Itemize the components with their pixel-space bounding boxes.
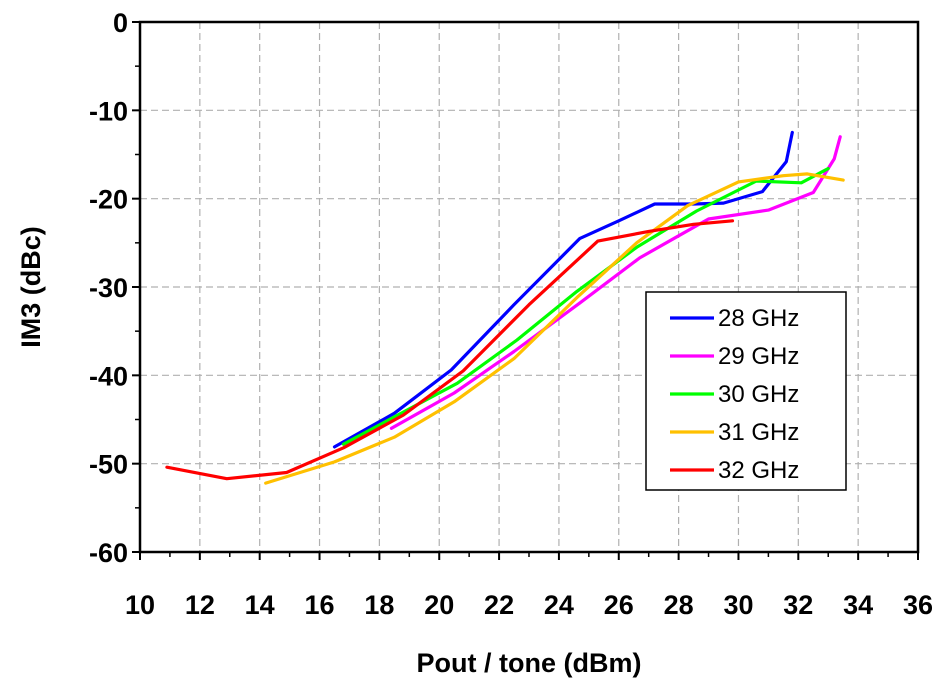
x-tick-label: 18: [364, 590, 394, 620]
x-tick-label: 22: [484, 590, 514, 620]
x-tick-label: 28: [664, 590, 694, 620]
legend-box: [645, 291, 847, 491]
x-tick-label: 20: [424, 590, 454, 620]
series-line-31-ghz: [264, 172, 845, 485]
x-tick-label: 36: [903, 590, 933, 620]
legend-label: 28 GHz: [718, 305, 799, 332]
legend-label: 32 GHz: [718, 457, 799, 484]
y-axis-label: IM3 (dBc): [16, 226, 46, 348]
legend-label: 30 GHz: [718, 381, 799, 408]
y-tick-label: -40: [89, 361, 128, 391]
x-tick-label: 14: [245, 590, 275, 620]
y-tick-label: 0: [113, 8, 128, 38]
x-tick-label: 12: [185, 590, 215, 620]
series-line-32-ghz: [165, 219, 735, 481]
series-line-28-ghz: [332, 130, 794, 449]
x-tick-label: 26: [604, 590, 634, 620]
y-tick-label: -20: [89, 185, 128, 215]
y-tick-label: -50: [89, 450, 128, 480]
legend: 28 GHz 29 GHz 30 GHz 31 GHz 32 GHz: [645, 291, 847, 491]
legend-label: 31 GHz: [718, 419, 799, 446]
x-tick-label: 30: [723, 590, 753, 620]
x-tick-label: 16: [305, 590, 335, 620]
x-tick-label: 32: [783, 590, 813, 620]
series-layer: [165, 130, 845, 485]
y-tick-label: -30: [89, 273, 128, 303]
series-line-29-ghz: [389, 135, 842, 430]
legend-label: 29 GHz: [718, 343, 799, 370]
tick-layer: 10 12 14 16 18 20 22 24 26 28 30 32 34 36 0 -10 -20 -30 -4…: [89, 8, 933, 620]
x-axis-label: Pout / tone (dBm): [417, 648, 642, 678]
y-tick-label: -60: [89, 538, 128, 568]
x-tick-label: 24: [544, 590, 574, 620]
grid-layer: [140, 22, 918, 552]
x-tick-label: 10: [125, 590, 155, 620]
y-tick-label: -10: [89, 96, 128, 126]
x-tick-label: 34: [843, 590, 873, 620]
